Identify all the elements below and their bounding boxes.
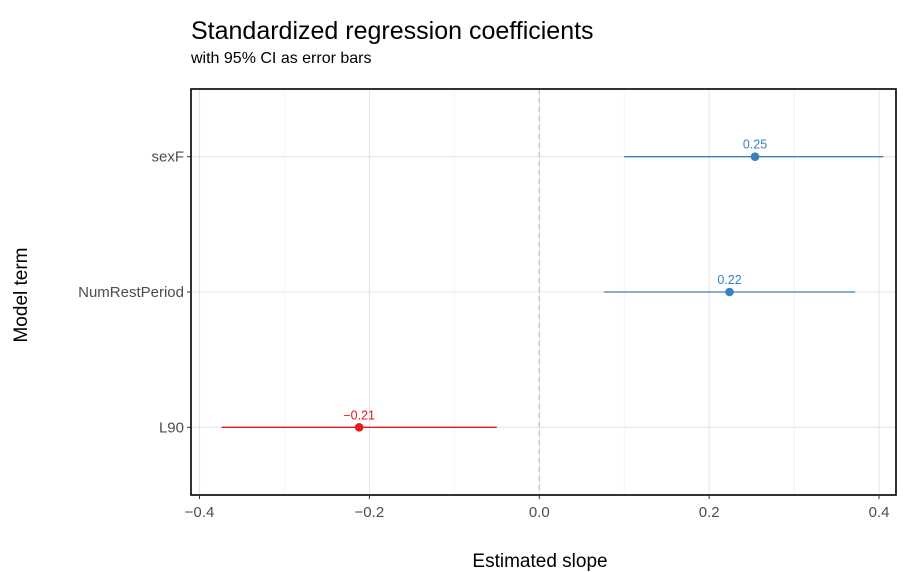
estimate-point	[750, 152, 760, 161]
estimate-label: 0.25	[743, 138, 767, 152]
x-tick-label: 0.2	[699, 504, 720, 521]
chart-title: Standardized regression coefficients	[191, 17, 594, 45]
estimate-label: 0.22	[717, 273, 741, 287]
x-tick-label: −0.2	[355, 504, 385, 521]
estimate-label: −0.21	[343, 408, 375, 422]
x-tick-label: 0.4	[869, 504, 890, 521]
chart-subtitle: with 95% CI as error bars	[190, 50, 372, 67]
x-axis-title: Estimated slope	[472, 551, 607, 572]
y-axis-ticks: sexF NumRestPeriod L90	[78, 149, 191, 436]
estimate-point	[725, 287, 734, 297]
y-tick-label: sexF	[151, 149, 184, 166]
x-tick-label: 0.0	[529, 504, 550, 521]
data-marks: 0.25 0.22 −0.21	[221, 138, 884, 432]
y-tick-label: NumRestPeriod	[78, 284, 184, 301]
x-tick-label: −0.4	[185, 504, 215, 521]
x-axis-ticks: −0.4 −0.2 0.0 0.2 0.4	[185, 495, 890, 521]
y-axis-title: Model term	[11, 247, 32, 342]
y-tick-label: L90	[159, 419, 184, 436]
estimate-point	[354, 423, 364, 432]
